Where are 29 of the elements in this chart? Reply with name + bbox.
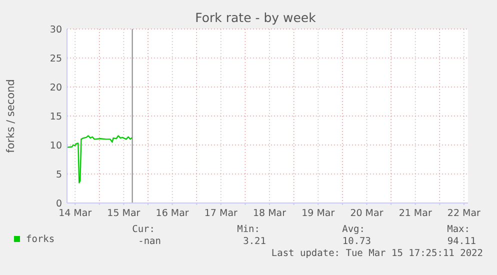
text: Avg: xyxy=(342,224,365,235)
y-tick-label: 30 xyxy=(50,24,62,36)
x-tick-label: 22 Mar xyxy=(447,208,481,219)
legend-label: forks xyxy=(26,234,55,245)
y-axis-title: forks / second xyxy=(5,79,17,153)
text: Last update: Tue Mar 15 17:25:11 2022 xyxy=(271,248,483,259)
text: Cur: xyxy=(132,224,155,235)
text: Max: xyxy=(447,224,470,235)
x-tick-label: 21 Mar xyxy=(398,208,432,219)
x-tick-label: 16 Mar xyxy=(156,208,189,219)
x-tick-label: 20 Mar xyxy=(350,208,384,219)
y-tick-label: 0 xyxy=(56,198,62,210)
text: 94.11 xyxy=(447,236,476,247)
y-tick-label: 10 xyxy=(50,140,62,152)
y-tick-label: 15 xyxy=(50,112,62,122)
x-tick-label: 18 Mar xyxy=(253,208,286,219)
text: 3.21 xyxy=(243,236,266,247)
x-tick-label: 15 Mar xyxy=(107,208,140,219)
y-tick-label: 20 xyxy=(50,82,62,94)
y-tick-label: 5 xyxy=(56,170,62,180)
text: 10.73 xyxy=(342,236,371,247)
chart-title: Fork rate - by week xyxy=(195,10,317,25)
text: -nan xyxy=(138,236,161,247)
x-tick-label: 17 Mar xyxy=(204,208,238,219)
x-tick-label: 19 Mar xyxy=(302,208,335,219)
line-series xyxy=(66,135,133,184)
text: Min: xyxy=(237,224,260,235)
y-tick-label: 25 xyxy=(50,54,62,64)
x-tick-label: 14 Mar xyxy=(58,208,92,219)
